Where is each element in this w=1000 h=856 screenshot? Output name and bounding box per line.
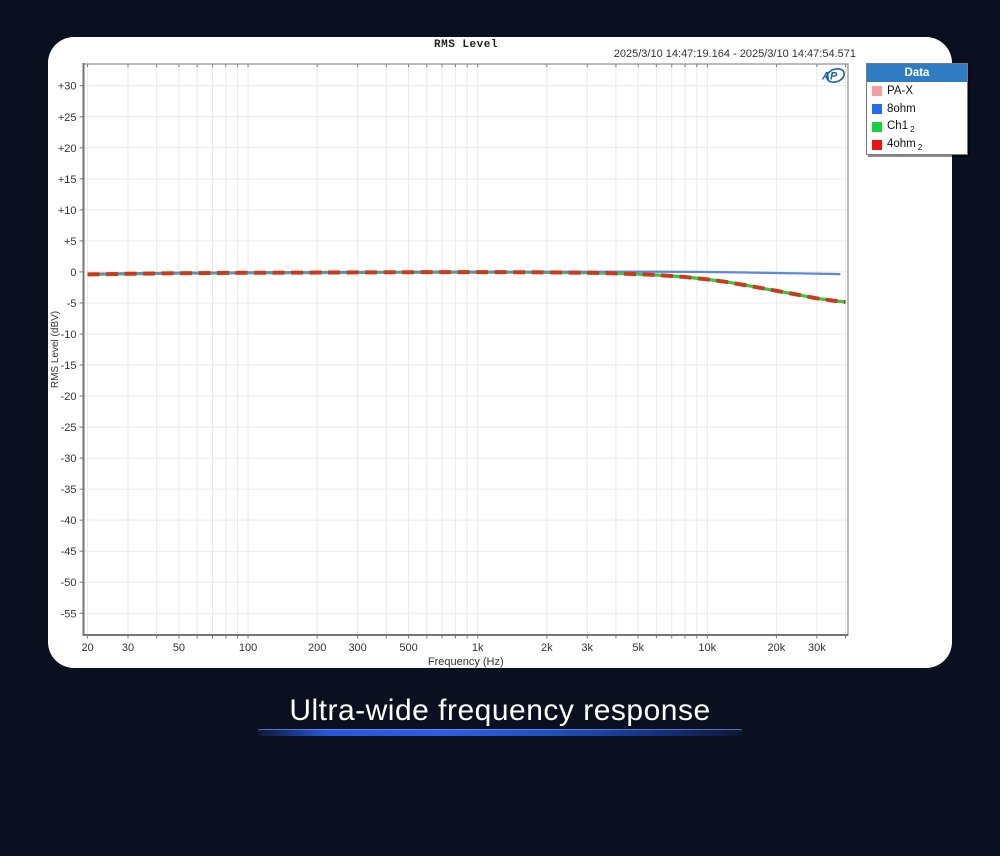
ap-logo-icon: AP (821, 68, 846, 83)
chart-card: RMS Level 2025/3/10 14:47:19.164 - 2025/… (48, 37, 952, 668)
legend-label: 8ohm (887, 103, 916, 115)
legend-swatch (872, 140, 882, 150)
svg-text:+5: +5 (64, 236, 77, 248)
svg-text:-50: -50 (61, 577, 77, 589)
svg-text:300: 300 (348, 642, 366, 654)
svg-text:50: 50 (173, 642, 185, 654)
svg-text:200: 200 (308, 642, 326, 654)
rms-level-chart: 20 30 50 100 200 300 500 1k 2k 3k 5k 10k 20k 30k +30 +2… (50, 63, 849, 668)
svg-text:-20: -20 (61, 391, 77, 403)
svg-text:-35: -35 (61, 484, 77, 496)
legend-label: 4ohm 2 (887, 137, 923, 153)
svg-text:+20: +20 (58, 143, 77, 155)
svg-text:-10: -10 (61, 329, 77, 341)
series-4ohm (87, 270, 846, 304)
svg-text:RMS Level (dBV): RMS Level (dBV) (50, 311, 61, 388)
svg-text:1k: 1k (472, 642, 484, 654)
svg-text:-55: -55 (61, 608, 77, 620)
svg-text:-15: -15 (61, 360, 77, 372)
svg-text:2k: 2k (541, 642, 553, 654)
svg-text:30: 30 (122, 642, 134, 654)
svg-text:-5: -5 (67, 298, 77, 310)
caption-title: Ultra-wide frequency response (289, 694, 711, 727)
svg-text:-25: -25 (61, 422, 77, 434)
svg-text:20: 20 (81, 642, 93, 654)
legend-panel: Data PA-X 8ohm Ch1 2 4ohm 2 (866, 63, 968, 155)
svg-text:-30: -30 (61, 453, 77, 465)
gridlines (83, 64, 848, 635)
svg-text:AP: AP (821, 71, 838, 83)
svg-text:20k: 20k (768, 642, 786, 654)
legend-header: Data (867, 64, 967, 82)
svg-text:10k: 10k (698, 642, 716, 654)
legend-body: PA-X 8ohm Ch1 2 4ohm 2 (867, 82, 967, 154)
legend-item-pax[interactable]: PA-X (867, 82, 967, 100)
svg-text:-40: -40 (61, 515, 77, 527)
svg-text:100: 100 (239, 642, 257, 654)
svg-text:+25: +25 (58, 112, 77, 124)
legend-swatch (872, 104, 882, 114)
svg-text:-45: -45 (61, 546, 77, 558)
legend-item-ch1[interactable]: Ch1 2 (867, 118, 967, 136)
chart-title: RMS Level (434, 39, 498, 51)
plot-frame (82, 63, 849, 636)
svg-text:+10: +10 (58, 205, 77, 217)
svg-text:+15: +15 (58, 174, 77, 186)
svg-text:+30: +30 (58, 81, 77, 93)
axis-ticks (79, 64, 847, 639)
legend-swatch (872, 86, 882, 96)
svg-text:30k: 30k (808, 642, 826, 654)
svg-text:5k: 5k (632, 642, 644, 654)
svg-text:3k: 3k (581, 642, 593, 654)
legend-item-8ohm[interactable]: 8ohm (867, 100, 967, 118)
series-ch1 (87, 270, 846, 304)
legend-swatch (872, 122, 882, 132)
legend-label: Ch1 2 (887, 119, 915, 135)
legend-item-4ohm[interactable]: 4ohm 2 (867, 136, 967, 154)
svg-text:0: 0 (70, 267, 76, 279)
svg-text:Frequency (Hz): Frequency (Hz) (428, 656, 504, 668)
chart-timestamp: 2025/3/10 14:47:19.164 - 2025/3/10 14:47… (613, 48, 856, 60)
caption-underline-bar (258, 729, 742, 736)
svg-text:500: 500 (399, 642, 417, 654)
legend-label: PA-X (887, 85, 913, 97)
